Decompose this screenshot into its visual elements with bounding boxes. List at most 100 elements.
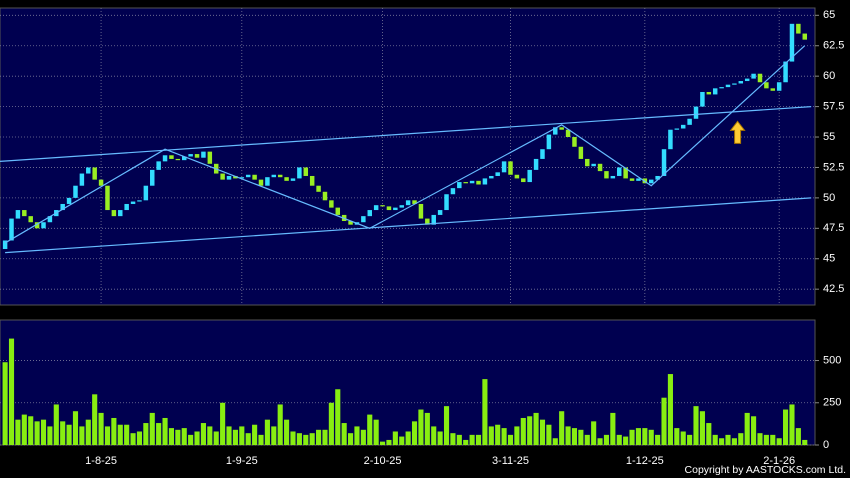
candle-body [181,156,187,161]
candle-body [15,210,21,219]
volume-bar [341,423,347,445]
candle-body [783,61,788,83]
volume-bar [591,421,597,445]
volume-bar [763,434,769,445]
volume-bar [770,434,776,445]
volume-bar [348,433,354,445]
candle-body [124,203,129,211]
candle-body [610,175,616,179]
candle-body [265,177,270,186]
candle-body [802,33,808,40]
y-tick-label: 45 [823,253,835,265]
candle-body [469,180,475,184]
volume-bar [277,404,283,445]
volume-bar [213,431,219,445]
candle-body [348,221,353,225]
volume-bar [47,426,53,445]
volume-bar [475,434,482,445]
candle-body [47,216,53,223]
volume-bar [53,404,59,445]
volume-bar [757,433,763,445]
volume-bar [392,431,398,445]
candle-body [335,207,341,215]
y-tick-label: 55 [823,131,835,143]
candle-body [405,200,411,206]
candle-body [553,127,558,135]
x-tick-label: 1-9-25 [226,455,258,467]
volume-bar [693,406,699,445]
candle-body [450,188,456,195]
volume-bar [411,421,418,445]
candle-body [597,163,603,172]
volume-bar [264,419,270,445]
volume-bar [687,434,693,445]
volume-bar [463,439,469,445]
trendline [4,45,806,244]
volume-bar [85,419,91,445]
volume-bar [706,423,712,445]
volume-bar [405,431,411,445]
candle-body [169,155,174,159]
volume-bar [194,431,200,445]
y-tick-label: 0 [823,439,829,451]
candle-body [111,210,117,217]
volume-bar [667,374,673,445]
volume-bar [284,419,290,445]
volume-bar [373,419,379,445]
volume-bar [21,414,27,445]
volume-bar [34,421,40,445]
candle-body [118,210,123,217]
candle-body [226,175,232,180]
volume-bar [226,426,232,445]
volume-bar [578,429,584,445]
candle-body [220,173,225,180]
volume-bar [450,433,456,445]
candle-body [680,124,686,129]
candle-body [28,216,33,223]
volume-bar [40,419,47,445]
candle-body [546,134,552,150]
candle-body [2,240,8,250]
candle-body [751,73,756,79]
volume-bar [322,429,328,445]
volume-bar [680,431,686,445]
candle-body [623,167,628,179]
volume-bar [552,438,558,445]
candle-body [457,182,462,189]
y-tick-label: 50 [823,192,835,204]
candle-body [700,91,705,107]
volume-bar [501,428,507,445]
candle-body [290,178,296,181]
volume-bar [296,433,302,445]
volume-bar [623,436,629,445]
volume-bar [124,424,130,445]
volume-bar [559,411,565,445]
candle-body [463,182,468,184]
candle-body [156,161,161,170]
volume-bar [8,338,15,445]
volume-bar [571,428,578,445]
candle-body [137,200,142,202]
volume-bar [271,426,277,445]
y-tick-label: 60 [823,70,835,82]
volume-bar [367,414,373,445]
candle-body [130,201,136,204]
volume-bar [802,439,808,445]
candle-body [744,78,750,82]
candle-body [482,178,488,185]
candle-body [514,174,520,179]
volume-bar [104,426,111,445]
candle-body [425,218,430,225]
candle-body [572,137,577,147]
candle-body [732,83,737,85]
candle-body [361,216,366,223]
volume-bar [136,431,143,445]
volume-bar [527,416,533,445]
x-tick-label: 2-10-25 [364,455,402,467]
volume-bar [15,419,21,445]
candle-body [764,82,769,89]
volume-bar [661,397,667,445]
candle-body [316,185,321,192]
candle-body [309,175,315,186]
